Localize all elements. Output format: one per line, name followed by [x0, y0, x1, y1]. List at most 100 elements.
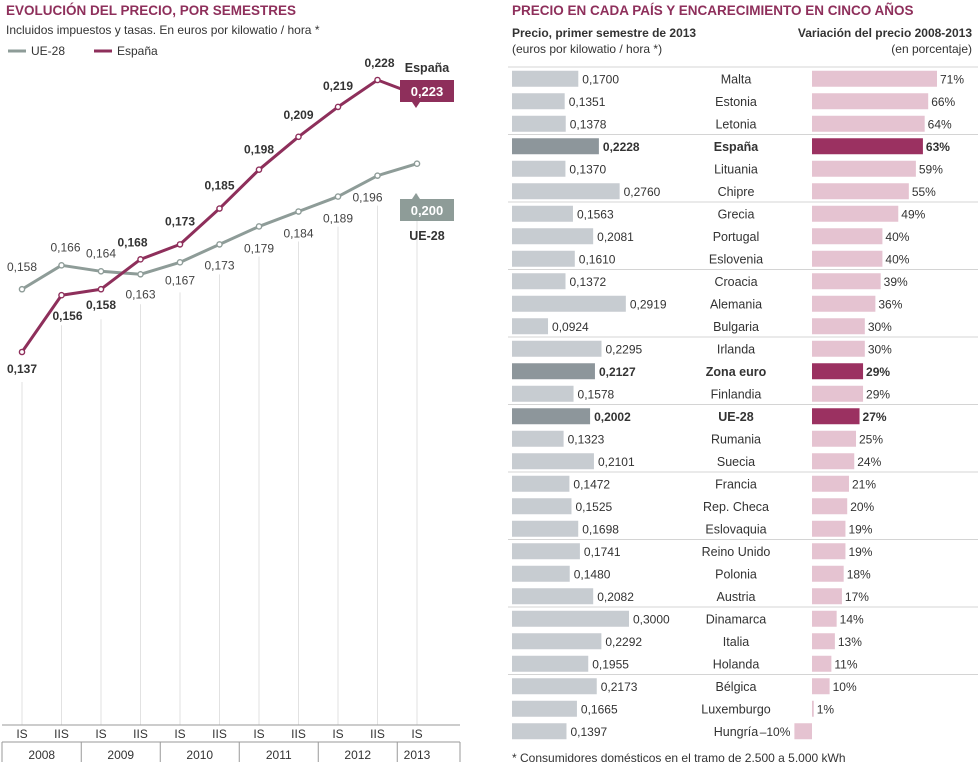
point-espana [18, 348, 26, 356]
ue28-end-badge [400, 199, 454, 221]
change-value-label: 17% [845, 590, 869, 604]
price-bar [512, 385, 574, 402]
change-bar [812, 385, 864, 402]
country-name: Croacia [714, 275, 757, 289]
price-value-label: 0,1480 [574, 567, 611, 581]
espana-value-label: 0,156 [52, 309, 82, 323]
point-espana [137, 256, 144, 263]
change-bar [812, 183, 909, 200]
point-ue28 [176, 259, 184, 266]
price-value-label: 0,0924 [552, 320, 589, 334]
ue28-end-name: UE-28 [409, 229, 444, 243]
change-bar [812, 565, 844, 582]
price-bar [512, 295, 626, 312]
change-value-label: 10% [833, 680, 857, 694]
price-bar [512, 453, 594, 470]
country-name: Estonia [715, 95, 757, 109]
country-name: Suecia [717, 455, 755, 469]
price-bar [512, 655, 589, 672]
change-value-label: 63% [926, 140, 950, 154]
price-value-label: 0,2292 [605, 635, 642, 649]
price-value-label: 0,2919 [630, 297, 667, 311]
line-chart-panel: EVOLUCIÓN DEL PRECIO, POR SEMESTRES Inclu… [0, 0, 490, 770]
country-name: España [714, 140, 760, 154]
country-name: Grecia [718, 207, 755, 221]
point-ue28 [137, 270, 144, 278]
price-value-label: 0,1610 [579, 252, 616, 266]
change-column-unit: (en porcentaje) [891, 42, 972, 56]
change-value-label: 21% [852, 477, 876, 491]
price-value-label: 0,2127 [599, 365, 636, 379]
price-value-label: 0,2173 [601, 680, 638, 694]
point-espana [97, 285, 105, 293]
price-value-label: 0,1323 [568, 432, 605, 446]
country-name: Letonia [715, 117, 756, 131]
price-bar [512, 250, 575, 267]
espana-value-label: 0,168 [117, 235, 147, 249]
country-name: Eslovenia [709, 252, 763, 266]
x-tick-label: IS [16, 727, 27, 741]
change-bar [812, 588, 842, 605]
price-value-label: 0,1378 [570, 117, 607, 131]
price-bar [512, 588, 594, 605]
price-bar [512, 678, 597, 695]
country-bar-chart: PRECIO EN CADA PAÍS Y ENCARECIMIENTO EN … [508, 3, 978, 765]
change-bar [812, 93, 929, 110]
price-bar [512, 160, 566, 177]
price-bar [512, 498, 572, 515]
change-value-label: 55% [912, 185, 936, 199]
change-value-label: 36% [878, 297, 902, 311]
point-ue28 [255, 223, 263, 230]
espana-value-label: 0,158 [86, 298, 116, 312]
espana-value-label: 0,173 [165, 214, 195, 228]
x-tick-label: IS [411, 727, 422, 741]
country-name: Austria [717, 590, 756, 604]
x-tick-label: IIS [54, 727, 69, 741]
price-bar [512, 610, 629, 627]
x-tick-label: IS [332, 727, 343, 741]
price-value-label: 0,2082 [597, 590, 634, 604]
change-bar [812, 340, 865, 357]
legend-label-ue28: UE-28 [31, 44, 65, 58]
change-bar [812, 475, 849, 492]
espana-end-pointer [412, 102, 420, 108]
price-value-label: 0,2002 [594, 410, 631, 424]
country-bar-chart-panel: PRECIO EN CADA PAÍS Y ENCARECIMIENTO EN … [500, 0, 980, 770]
x-tick-label: IIS [370, 727, 385, 741]
change-value-label: 49% [901, 207, 925, 221]
point-ue28 [295, 208, 302, 215]
country-name: Italia [723, 635, 749, 649]
change-value-label: 24% [857, 455, 881, 469]
country-name: Chipre [718, 185, 755, 199]
change-value-label: 29% [866, 365, 890, 379]
price-bar [512, 723, 567, 740]
espana-value-label: 0,137 [7, 362, 37, 376]
espana-value-label: 0,219 [323, 79, 353, 93]
change-value-label: 19% [848, 522, 872, 536]
change-value-label: 30% [868, 320, 892, 334]
point-espana [374, 76, 381, 84]
change-value-label: 13% [838, 635, 862, 649]
espana-end-badge [400, 80, 454, 102]
point-ue28 [216, 241, 223, 248]
change-bar [812, 273, 881, 290]
change-bar [812, 678, 830, 695]
x-tick-label: IIS [212, 727, 227, 741]
espana-value-label: 0,209 [283, 108, 313, 122]
country-name: Holanda [713, 657, 760, 671]
change-bar [812, 115, 925, 132]
change-value-label: 1% [817, 702, 835, 716]
price-value-label: 0,2760 [624, 185, 661, 199]
price-value-label: 0,1741 [584, 545, 621, 559]
ue28-value-label: 0,173 [204, 258, 234, 272]
x-tick-label: IS [174, 727, 185, 741]
change-value-label: 40% [885, 230, 909, 244]
price-bar [512, 183, 620, 200]
price-value-label: 0,1698 [582, 522, 619, 536]
country-name: Polonia [715, 567, 757, 581]
change-value-label: 11% [834, 657, 857, 671]
point-ue28 [334, 193, 342, 200]
ue28-value-label: 0,164 [86, 246, 116, 260]
x-tick-label: IIS [291, 727, 306, 741]
change-bar [812, 160, 916, 177]
